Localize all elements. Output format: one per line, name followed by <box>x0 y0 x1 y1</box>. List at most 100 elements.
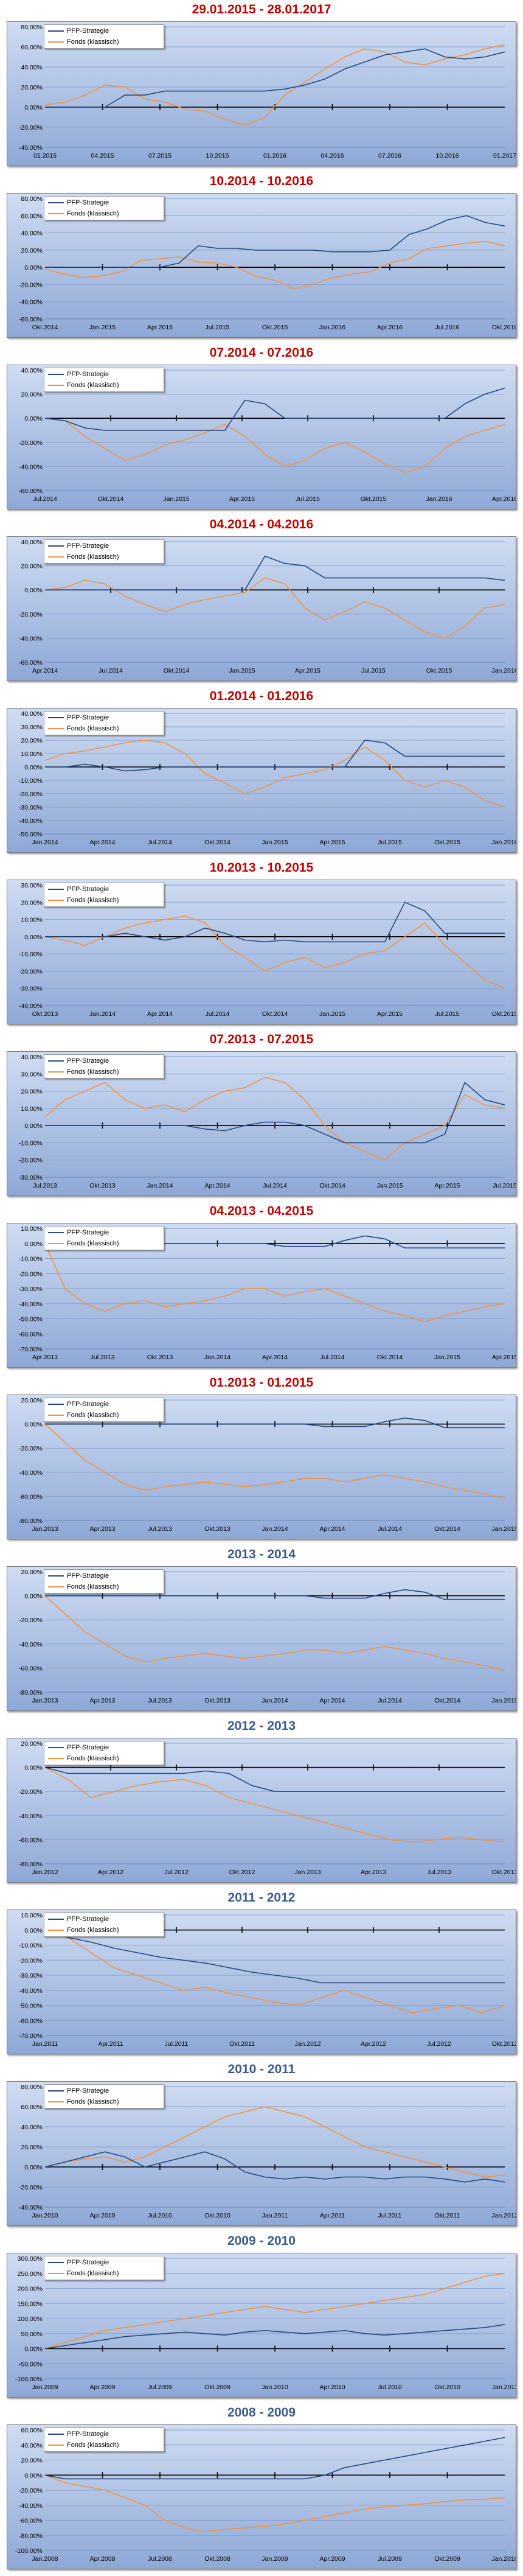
legend-label: Fonds (klassisch) <box>67 553 119 561</box>
x-tick-label: Jul.2014 <box>33 495 57 503</box>
legend-swatch <box>48 2434 64 2435</box>
y-tick-label: -40,00% <box>19 1469 43 1477</box>
chart-title: 04.2014 - 04.2016 <box>209 517 314 531</box>
y-tick-label: 30,00% <box>21 724 43 731</box>
x-tick-label: Apr.2014 <box>147 1010 173 1018</box>
chart-area: 10,00% 0,00% -10,00% -20,00% -30,00% -40,00% -… <box>7 1223 516 1368</box>
y-tick-label: 10,00% <box>21 1912 43 1919</box>
chart-area: 10,00% 0,00% -10,00% -20,00% -30,00% -40,00% -… <box>7 1909 516 2054</box>
legend: PFP-Strategie Fonds (klassisch) <box>44 1741 164 1765</box>
legend-swatch <box>48 717 64 719</box>
legend-swatch <box>48 1071 64 1073</box>
x-tick-label: Jan.2014 <box>147 1182 173 1189</box>
x-tick-label: Apr.2014 <box>262 1354 288 1361</box>
x-tick-label: Okt.2014 <box>262 1010 288 1018</box>
x-tick-label: Jul.2015 <box>296 495 320 503</box>
x-tick-label: Jan.2011 <box>492 2384 516 2391</box>
x-tick-label: Apr.2014 <box>89 839 115 846</box>
chart-area: 20,00% 0,00% -20,00% -40,00% -60,00% -80,00% J… <box>7 1738 516 1883</box>
x-tick-label: Okt.2009 <box>434 2555 460 2563</box>
y-tick-label: -60,00% <box>19 2017 43 2025</box>
chart-panel: 2009 - 2010 300,00% 250,00% 200,00% 150,00% 1… <box>0 2231 523 2403</box>
chart-area: 80,00% 60,00% 40,00% 20,00% 0,00% -20,00% -40,… <box>7 193 516 338</box>
y-tick-label: 80,00% <box>21 2084 43 2091</box>
y-tick-label: 30,00% <box>21 1071 43 1078</box>
legend-label: PFP-Strategie <box>67 2259 109 2266</box>
legend: PFP-Strategie Fonds (klassisch) <box>44 1913 164 1937</box>
y-tick-label: 0,00% <box>24 104 43 111</box>
legend-swatch <box>48 1930 64 1931</box>
legend-label: Fonds (klassisch) <box>67 1412 119 1419</box>
series-line-fonds <box>44 2474 505 2532</box>
chart-svg: 30,00% 20,00% 10,00% 0,00% -10,00% -20,00% -30… <box>19 882 516 1018</box>
chart-area: 300,00% 250,00% 200,00% 150,00% 100,00% 50,00… <box>7 2253 516 2398</box>
x-tick-label: 01.2015 <box>33 152 57 159</box>
y-tick-label: -60,00% <box>19 488 43 495</box>
y-tick-label: 20,00% <box>21 1569 43 1576</box>
x-tick-label: Apr.2013 <box>89 1697 115 1704</box>
x-tick-label: Jan.2016 <box>491 839 516 846</box>
x-tick-label: Jan.2014 <box>262 1525 288 1533</box>
legend-swatch <box>48 1586 64 1588</box>
legend: PFP-Strategie Fonds (klassisch) <box>44 883 164 907</box>
series-line-fonds <box>44 1243 505 1323</box>
legend-swatch <box>48 545 64 547</box>
legend-label: Fonds (klassisch) <box>67 2098 119 2105</box>
x-tick-label: Jan.2014 <box>32 839 58 846</box>
series-line-pfp <box>44 2437 505 2480</box>
x-tick-label: Apr.2016 <box>492 495 516 503</box>
legend: PFP-Strategie Fonds (klassisch) <box>44 1569 164 1594</box>
x-tick-label: Apr.2013 <box>32 1354 58 1361</box>
series-line-pfp <box>45 555 505 590</box>
legend-swatch <box>48 1404 64 1405</box>
legend-item: Fonds (klassisch) <box>48 1754 119 1763</box>
y-tick-label: -40,00% <box>19 299 43 306</box>
x-tick-label: Jul.2015 <box>378 839 402 846</box>
y-tick-label: -40,00% <box>19 1813 43 1820</box>
chart-svg: 10,00% 0,00% -10,00% -20,00% -30,00% -40,00% -… <box>19 1912 516 2048</box>
series-line-fonds <box>44 915 505 989</box>
y-tick-label: -60,00% <box>19 1331 43 1338</box>
y-tick-label: -20,00% <box>19 439 43 447</box>
legend-label: Fonds (klassisch) <box>67 382 119 389</box>
y-tick-label: -40,00% <box>19 1641 43 1648</box>
y-tick-label: 0,00% <box>24 2472 43 2479</box>
y-tick-label: 20,00% <box>21 1397 43 1404</box>
y-tick-label: -20,00% <box>19 1157 43 1164</box>
y-tick-label: 250,00% <box>18 2270 43 2278</box>
x-tick-label: Okt.2014 <box>98 495 124 503</box>
x-tick-label: Okt.2014 <box>434 1697 460 1704</box>
series-line-pfp <box>44 2324 505 2350</box>
y-tick-label: -70,00% <box>19 1346 43 1353</box>
legend-label: Fonds (klassisch) <box>67 38 119 46</box>
legend-item: Fonds (klassisch) <box>48 2440 119 2450</box>
y-tick-label: 80,00% <box>21 195 43 203</box>
y-tick-label: 40,00% <box>21 230 43 237</box>
legend-swatch <box>48 2273 64 2275</box>
chart-title: 29.01.2015 - 28.01.2017 <box>192 2 331 16</box>
y-tick-label: -20,00% <box>19 1788 43 1796</box>
legend: PFP-Strategie Fonds (klassisch) <box>44 2084 164 2109</box>
x-tick-label: Jul.2013 <box>148 1697 172 1704</box>
y-tick-label: -10,00% <box>19 951 43 958</box>
x-tick-label: Jul.2016 <box>435 324 460 331</box>
legend-swatch <box>48 2445 64 2446</box>
x-tick-label: Jul.2013 <box>148 1525 172 1533</box>
legend-label: Fonds (klassisch) <box>67 210 119 217</box>
x-tick-label: 01.2016 <box>263 152 286 159</box>
y-tick-label: 0,00% <box>24 415 43 422</box>
chart-panel: 2008 - 2009 60,00% 40,00% 20,00% 0,00% -20,00… <box>0 2403 523 2575</box>
y-tick-label: -40,00% <box>19 1003 43 1010</box>
series-line-pfp <box>45 740 505 772</box>
x-tick-label: Jan.2011 <box>262 2212 288 2219</box>
y-tick-label: -40,00% <box>19 2502 43 2510</box>
y-tick-label: -60,00% <box>19 1665 43 1672</box>
legend-item: Fonds (klassisch) <box>48 209 119 219</box>
y-tick-label: -50,00% <box>19 831 43 838</box>
chart-panel: 01.2013 - 01.2015 20,00% 0,00% -20,00% -40,0… <box>0 1373 523 1545</box>
legend-swatch <box>48 374 64 376</box>
x-tick-label: Okt.2010 <box>204 2212 230 2219</box>
series-line-fonds <box>44 1930 505 2014</box>
x-tick-label: Jan.2012 <box>491 2212 516 2219</box>
x-tick-label: Okt.2008 <box>204 2555 230 2563</box>
